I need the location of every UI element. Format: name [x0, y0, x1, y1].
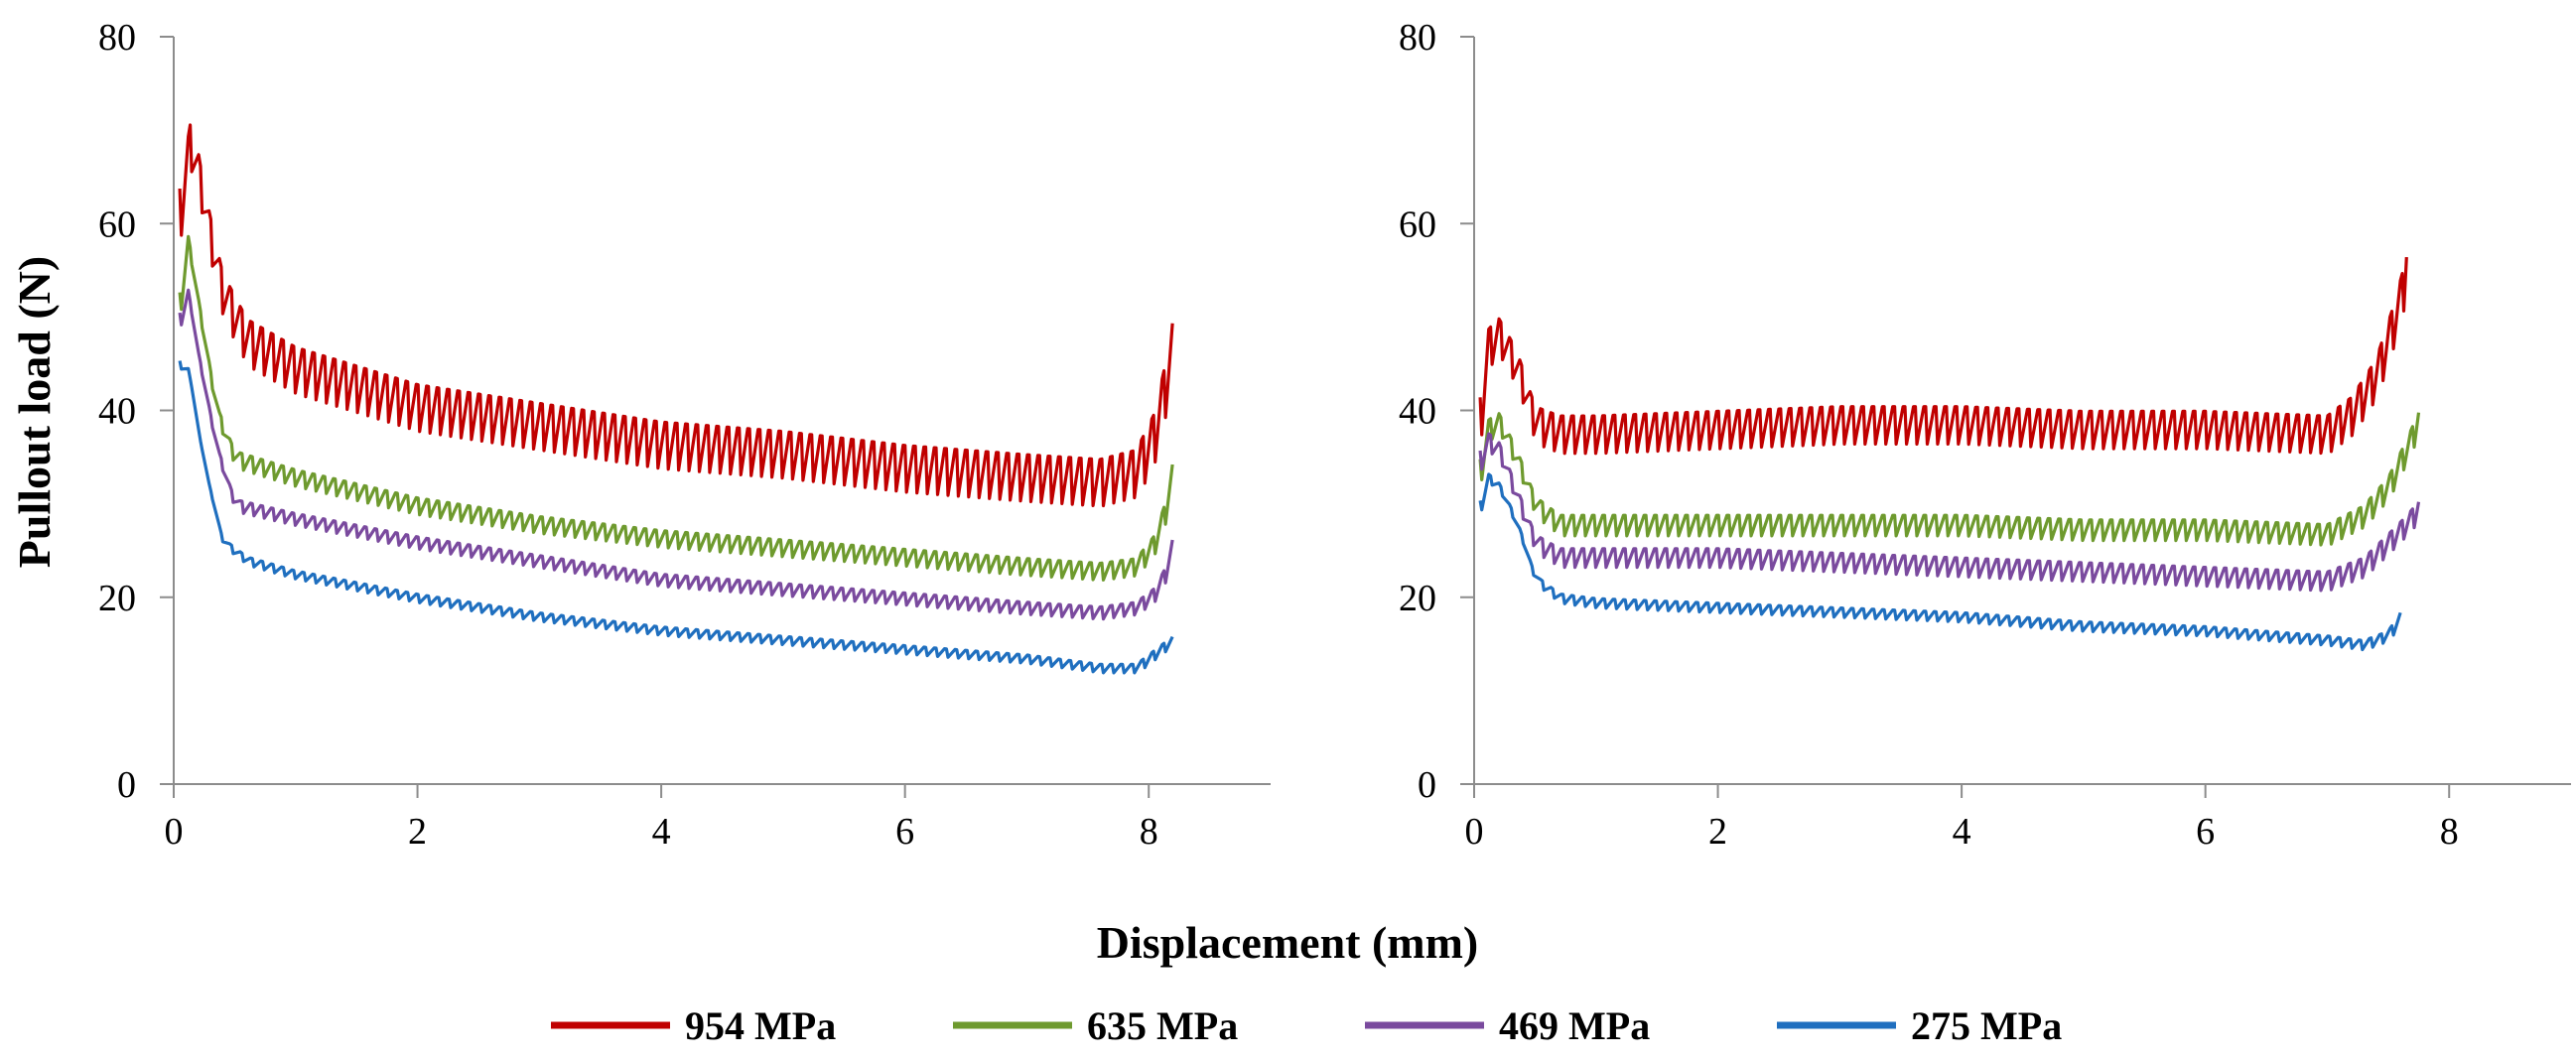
series-line-275-mpa: [1478, 472, 2402, 652]
y-tick-label: 60: [1399, 203, 1436, 245]
x-tick-label: 2: [1708, 811, 1727, 853]
series-line-635-mpa: [1478, 412, 2421, 547]
y-tick-label: 20: [1399, 578, 1436, 619]
y-tick-label: 80: [98, 17, 136, 59]
legend: 954 MPa 635 MPa 469 MPa 275 MPa: [551, 1003, 2062, 1048]
x-tick-label: 8: [1140, 811, 1158, 853]
series-line-469-mpa: [178, 288, 1174, 621]
legend-label: 469 MPa: [1499, 1003, 1650, 1048]
x-tick-label: 4: [1953, 811, 1971, 853]
x-tick-label: 0: [1465, 811, 1484, 853]
legend-label: 954 MPa: [685, 1003, 836, 1048]
x-tick-label: 2: [408, 811, 427, 853]
series-line-635-mpa: [178, 234, 1174, 582]
left-panel: 0 20 40 60 80 0 2 4 6 8: [98, 17, 1271, 853]
right-panel: 0 20 40 60 80 0 2 4 6 8: [1399, 17, 2571, 853]
y-tick-label: 80: [1399, 17, 1436, 59]
x-tick-label: 4: [652, 811, 671, 853]
y-tick-label: 40: [1399, 391, 1436, 433]
x-tick-label: 6: [2196, 811, 2215, 853]
x-axis-title: Displacement (mm): [1097, 917, 1479, 968]
series-line-954-mpa: [1478, 257, 2408, 456]
y-tick-label: 40: [98, 391, 136, 433]
legend-label: 635 MPa: [1087, 1003, 1238, 1048]
x-tick-label: 8: [2440, 811, 2459, 853]
series-line-954-mpa: [178, 123, 1174, 508]
legend-label: 275 MPa: [1911, 1003, 2062, 1048]
y-axis-title: Pullout load (N): [9, 256, 60, 568]
y-tick-label: 20: [98, 578, 136, 619]
series-line-469-mpa: [1478, 432, 2421, 593]
series-line-275-mpa: [178, 360, 1174, 675]
x-tick-label: 6: [895, 811, 914, 853]
y-tick-label: 0: [1418, 764, 1436, 806]
y-tick-label: 60: [98, 203, 136, 245]
x-tick-label: 0: [165, 811, 184, 853]
y-tick-label: 0: [117, 764, 136, 806]
